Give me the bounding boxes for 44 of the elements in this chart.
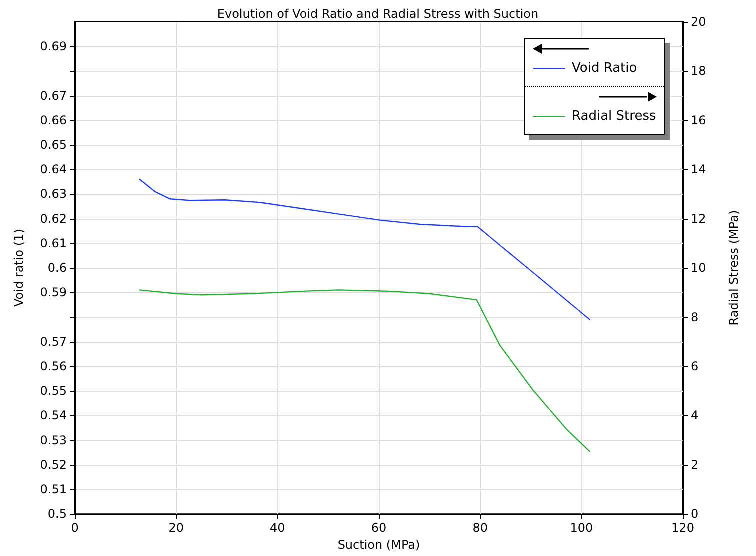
y-tick-label: 0.63 — [40, 187, 67, 202]
y-tick-label: 0.51 — [40, 482, 67, 496]
y-tick-label: 0.5 — [48, 507, 67, 522]
y-tick-label: 0.56 — [40, 359, 67, 374]
y-tick-label: 0.64 — [40, 162, 67, 177]
y-tick-label: 0.67 — [40, 88, 67, 103]
y-tick-label: 0.55 — [40, 384, 67, 398]
x-tick-label: 80 — [472, 521, 488, 536]
y-tick-label: 0.62 — [40, 212, 67, 226]
y2-tick-label: 2 — [691, 458, 699, 472]
y2-axis-title: Radial Stress (MPa) — [727, 210, 741, 326]
y2-tick-label: 12 — [691, 212, 706, 226]
y-tick-label: 0.66 — [40, 113, 67, 128]
y-tick-label: 0.61 — [40, 236, 67, 250]
y2-tick-label: 8 — [691, 310, 699, 324]
x-tick-label: 60 — [371, 521, 387, 536]
y-tick-label: 0.6 — [48, 261, 67, 276]
x-tick-label: 20 — [168, 521, 184, 536]
y2-tick-label: 16 — [691, 113, 706, 128]
y2-tick-label: 20 — [691, 15, 706, 29]
legend-label: Void Ratio — [572, 61, 638, 76]
y-tick-label: 0.52 — [40, 458, 67, 472]
y-tick-label: 0.69 — [40, 40, 67, 54]
y-axis-title: Void ratio (1) — [12, 229, 26, 307]
line-series — [139, 178, 590, 320]
x-tick-label: 100 — [570, 521, 594, 536]
y2-tick-label: 4 — [691, 408, 699, 423]
y2-tick-label: 10 — [691, 261, 706, 276]
legend-label: Radial Stress — [572, 109, 656, 124]
x-tick-label: 40 — [270, 521, 286, 536]
y2-tick-label: 0 — [691, 507, 699, 522]
line-series — [139, 290, 590, 452]
y2-tick-label: 18 — [691, 64, 706, 78]
y2-tick-label: 6 — [691, 359, 699, 374]
y-tick-label: 0.59 — [40, 286, 67, 300]
x-tick-label: 0 — [71, 521, 79, 536]
y-tick-label: 0.57 — [40, 334, 67, 349]
y-tick-label: 0.65 — [40, 138, 67, 152]
x-axis-title: Suction (MPa) — [338, 538, 420, 552]
x-tick-label: 120 — [672, 521, 694, 536]
y2-tick-label: 14 — [691, 162, 706, 177]
y-tick-label: 0.53 — [40, 433, 67, 448]
chart-title: Evolution of Void Ratio and Radial Stress with Suction — [217, 7, 539, 21]
y-tick-label: 0.54 — [40, 408, 67, 423]
